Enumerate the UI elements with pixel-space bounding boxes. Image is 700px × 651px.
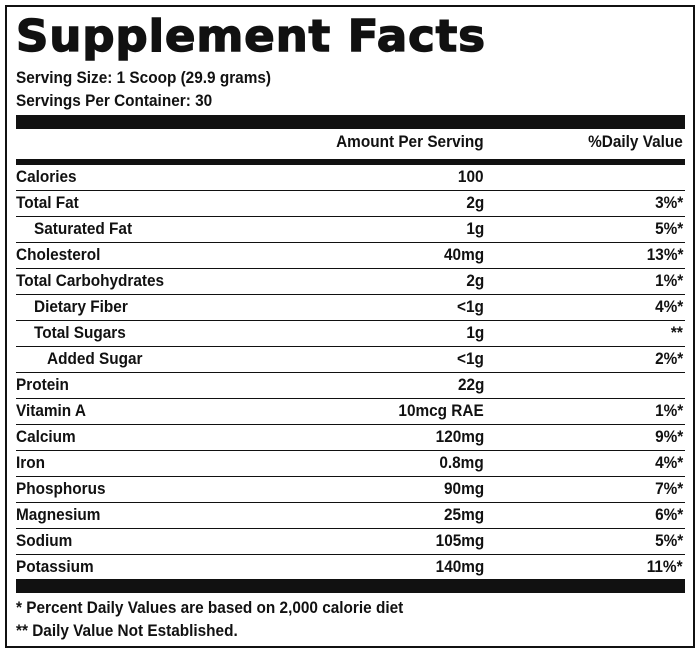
nutrient-amount: <1g [457, 298, 484, 316]
nutrient-name: Total Fat [16, 194, 79, 212]
nutrient-amount: 120mg [435, 428, 484, 446]
supplement-facts-panel: Supplement Facts Serving Size: 1 Scoop (… [5, 5, 695, 648]
nutrient-daily-value: 3%* [654, 194, 683, 212]
column-header-row: Amount Per Serving %Daily Value [16, 129, 685, 165]
amount-per-serving-header: Amount Per Serving [336, 133, 484, 151]
nutrient-name: Calcium [16, 428, 76, 446]
table-row: Potassium 140mg 11%* [16, 555, 685, 580]
nutrient-name: Calories [16, 168, 77, 186]
table-row: Total Carbohydrates 2g 1%* [16, 269, 685, 295]
top-divider-bar [16, 115, 685, 129]
nutrient-name: Magnesium [16, 506, 101, 524]
nutrient-amount: 10mcg RAE [398, 402, 484, 420]
nutrient-amount: 90mg [443, 480, 484, 498]
table-row: Dietary Fiber <1g 4%* [16, 295, 685, 321]
nutrient-name: Total Sugars [34, 324, 126, 342]
table-row: Total Sugars 1g ** [16, 321, 685, 347]
nutrient-name: Sodium [16, 532, 73, 550]
nutrient-name: Potassium [16, 558, 94, 576]
nutrient-daily-value: 13%* [646, 246, 683, 264]
nutrient-daily-value: 7%* [654, 480, 683, 498]
nutrient-amount: 2g [466, 272, 484, 290]
nutrient-daily-value: 5%* [654, 220, 683, 238]
nutrient-amount: <1g [457, 350, 484, 368]
nutrient-amount: 40mg [443, 246, 484, 264]
footnote-not-established: ** Daily Value Not Established. [16, 622, 238, 640]
label-title: Supplement Facts [15, 10, 486, 63]
nutrient-daily-value: 4%* [654, 454, 683, 472]
nutrient-amount: 0.8mg [439, 454, 484, 472]
nutrient-daily-value: 1%* [654, 402, 683, 420]
nutrient-daily-value: 1%* [654, 272, 683, 290]
nutrient-daily-value: 6%* [654, 506, 683, 524]
table-row: Magnesium 25mg 6%* [16, 503, 685, 529]
table-row: Total Fat 2g 3%* [16, 191, 685, 217]
nutrient-amount: 140mg [435, 558, 484, 576]
bottom-divider-bar [16, 579, 685, 593]
table-row: Vitamin A 10mcg RAE 1%* [16, 399, 685, 425]
nutrient-daily-value: 4%* [654, 298, 683, 316]
table-row: Added Sugar <1g 2%* [16, 347, 685, 373]
nutrient-amount: 1g [466, 220, 484, 238]
nutrient-name: Vitamin A [16, 402, 86, 420]
servings-per-container: Servings Per Container: 30 [16, 92, 213, 110]
nutrient-daily-value: ** [671, 324, 683, 342]
nutrient-amount: 2g [466, 194, 484, 212]
table-row: Saturated Fat 1g 5%* [16, 217, 685, 243]
nutrient-daily-value: 5%* [654, 532, 683, 550]
table-row: Calories 100 [16, 165, 685, 191]
table-row: Protein 22g [16, 373, 685, 399]
nutrient-name: Cholesterol [16, 246, 101, 264]
table-row: Sodium 105mg 5%* [16, 529, 685, 555]
nutrient-amount: 1g [466, 324, 484, 342]
nutrient-name: Iron [16, 454, 45, 472]
serving-size: Serving Size: 1 Scoop (29.9 grams) [16, 69, 271, 87]
daily-value-header: %Daily Value [588, 133, 683, 151]
nutrient-table: Calories 100 Total Fat 2g 3%* Saturated Fat… [16, 165, 685, 580]
nutrient-name: Protein [16, 376, 69, 394]
nutrient-daily-value: 11%* [647, 558, 683, 576]
nutrient-name: Added Sugar [47, 350, 143, 368]
nutrient-amount: 22g [457, 376, 484, 394]
nutrient-daily-value: 9%* [654, 428, 683, 446]
nutrient-amount: 105mg [435, 532, 484, 550]
table-row: Cholesterol 40mg 13%* [16, 243, 685, 269]
table-row: Calcium 120mg 9%* [16, 425, 685, 451]
footnote-percent-daily-values: * Percent Daily Values are based on 2,00… [16, 599, 404, 617]
table-row: Iron 0.8mg 4%* [16, 451, 685, 477]
nutrient-daily-value: 2%* [654, 350, 683, 368]
nutrient-name: Saturated Fat [34, 220, 133, 238]
nutrient-name: Phosphorus [16, 480, 106, 498]
table-row: Phosphorus 90mg 7%* [16, 477, 685, 503]
nutrient-name: Dietary Fiber [34, 298, 128, 316]
nutrient-amount: 100 [458, 168, 484, 186]
nutrient-name: Total Carbohydrates [16, 272, 165, 290]
nutrient-amount: 25mg [443, 506, 484, 524]
